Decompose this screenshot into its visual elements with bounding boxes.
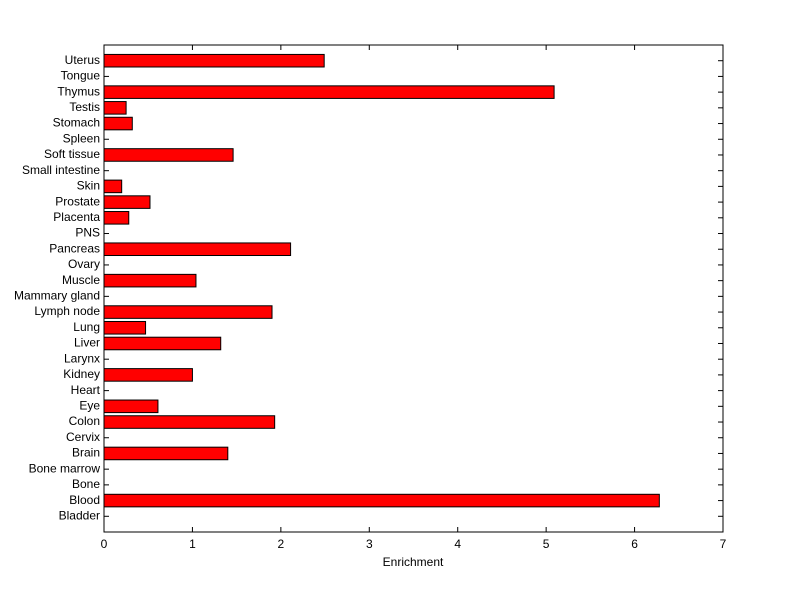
- y-tick-label: Uterus: [65, 53, 100, 67]
- y-tick-label: Mammary gland: [14, 289, 100, 303]
- x-tick-label: 0: [101, 537, 108, 551]
- bar: [103, 273, 197, 288]
- bar: [103, 446, 229, 461]
- y-tick-label: Spleen: [63, 131, 100, 145]
- bar: [103, 179, 123, 194]
- x-tick-label: 7: [720, 537, 727, 551]
- y-tick-label: Muscle: [62, 273, 100, 287]
- bar: [103, 336, 222, 351]
- bar: [103, 415, 276, 429]
- bar: [103, 148, 234, 162]
- y-tick-label: Bone: [72, 477, 100, 491]
- y-tick-label: Lung: [73, 320, 100, 334]
- bar: [103, 305, 273, 319]
- y-tick-label: Larynx: [64, 351, 100, 365]
- bar: [103, 211, 130, 225]
- bar: [103, 320, 147, 335]
- y-tick-label: Brain: [72, 446, 100, 460]
- y-tick-label: Bone marrow: [29, 461, 101, 475]
- bar: [103, 399, 159, 414]
- y-tick-label: Testis: [69, 100, 100, 114]
- y-tick-label: Stomach: [53, 116, 100, 130]
- y-tick-label: Skin: [77, 179, 100, 193]
- x-tick-label: 4: [454, 537, 461, 551]
- plot-frame: [103, 44, 724, 533]
- y-tick-label: Ovary: [68, 257, 100, 271]
- bar: [103, 242, 292, 257]
- bar: [103, 53, 325, 68]
- y-tick-label: Eye: [79, 398, 100, 412]
- y-tick-label: Small intestine: [22, 163, 100, 177]
- bar: [103, 195, 151, 209]
- y-tick-label: Thymus: [57, 84, 100, 98]
- x-tick-label: 1: [189, 537, 196, 551]
- y-tick-label: Lymph node: [34, 304, 100, 318]
- y-tick-label: PNS: [75, 226, 100, 240]
- y-tick-label: Prostate: [55, 194, 100, 208]
- y-tick-label: Soft tissue: [44, 147, 100, 161]
- y-tick-label: Tongue: [61, 69, 101, 83]
- bar: [103, 116, 133, 131]
- bar: [103, 493, 660, 508]
- x-tick-label: 6: [631, 537, 638, 551]
- y-tick-label: Bladder: [59, 508, 100, 522]
- y-tick-label: Heart: [71, 383, 101, 397]
- x-tick-label: 3: [366, 537, 373, 551]
- y-tick-label: Liver: [74, 336, 100, 350]
- y-tick-label: Blood: [69, 493, 100, 507]
- x-axis-label: Enrichment: [383, 555, 444, 569]
- bar: [103, 368, 193, 382]
- x-tick-label: 2: [278, 537, 285, 551]
- y-tick-label: Placenta: [53, 210, 100, 224]
- y-tick-label: Cervix: [66, 430, 100, 444]
- bar: [103, 101, 127, 115]
- y-tick-label: Kidney: [63, 367, 100, 381]
- y-tick-label: Pancreas: [49, 241, 100, 255]
- x-tick-label: 5: [543, 537, 550, 551]
- bar: [103, 85, 555, 99]
- y-tick-label: Colon: [69, 414, 100, 428]
